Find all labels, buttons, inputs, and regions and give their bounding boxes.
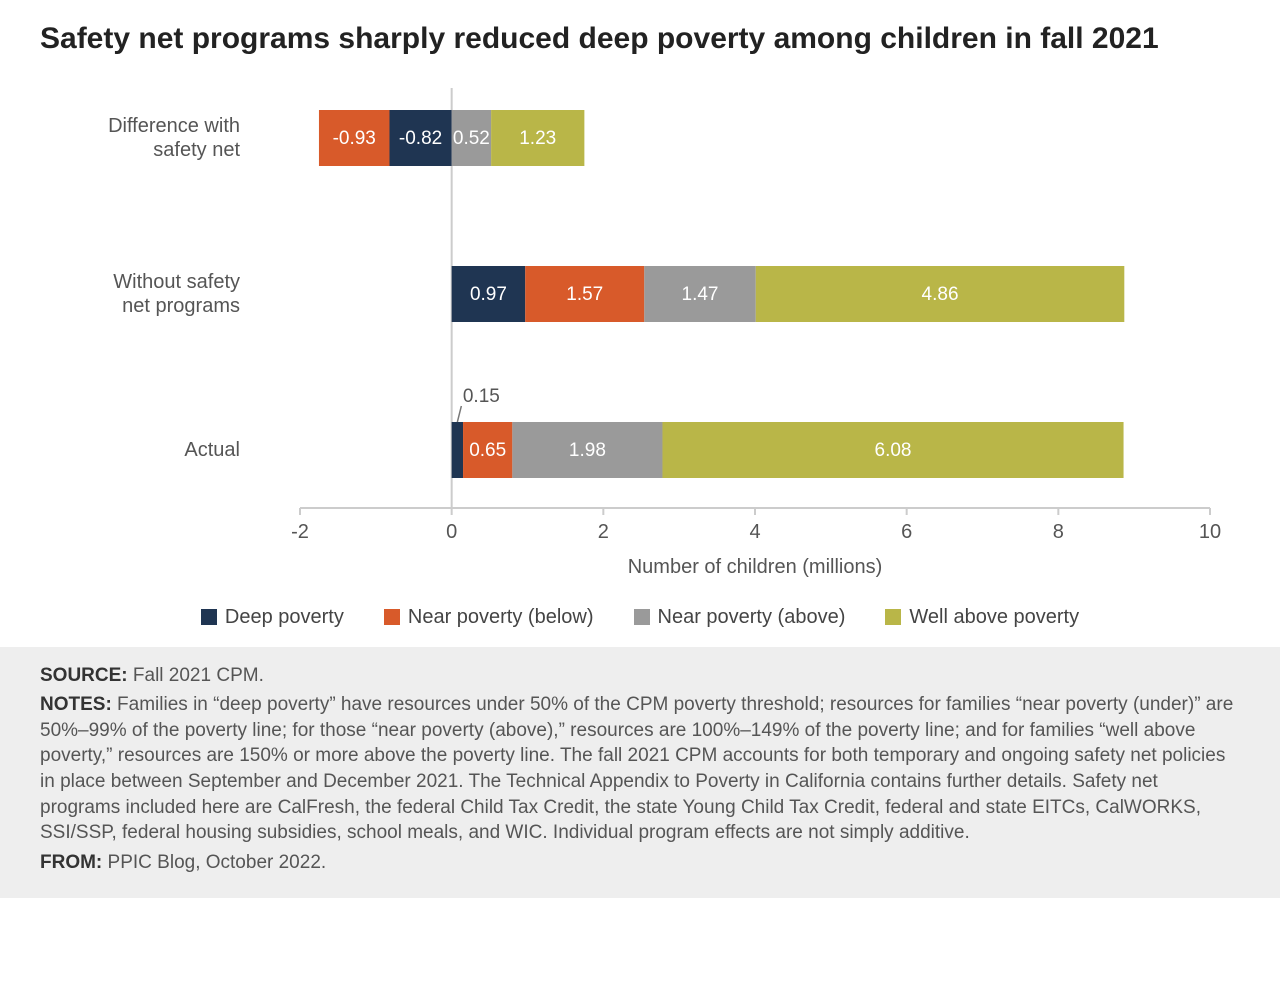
legend-item: Deep poverty: [201, 606, 344, 629]
legend-label: Deep poverty: [225, 606, 344, 629]
svg-text:8: 8: [1053, 521, 1064, 543]
svg-text:6: 6: [901, 521, 912, 543]
svg-text:-2: -2: [291, 521, 309, 543]
svg-text:0.15: 0.15: [463, 386, 500, 407]
chart-area: -2 0 2 4 6 8 10 Number of children (millions) Di…: [40, 78, 1240, 598]
svg-text:1.98: 1.98: [569, 440, 606, 461]
svg-text:10: 10: [1199, 521, 1221, 543]
from-text: PPIC Blog, October 2022.: [102, 852, 326, 873]
legend-swatch: [634, 609, 650, 625]
legend-item: Near poverty (above): [634, 606, 846, 629]
chart-title: Safety net programs sharply reduced deep…: [40, 20, 1240, 58]
svg-text:6.08: 6.08: [875, 440, 912, 461]
from-label: FROM:: [40, 852, 102, 873]
svg-text:Actual: Actual: [184, 439, 240, 461]
notes-label: NOTES:: [40, 694, 112, 715]
svg-text:0.65: 0.65: [469, 440, 506, 461]
legend-label: Near poverty (below): [408, 606, 594, 629]
notes-text: Families in “deep poverty” have resource…: [40, 694, 1233, 843]
svg-text:2: 2: [598, 521, 609, 543]
svg-text:Without safety: Without safety: [113, 271, 240, 293]
svg-text:0.97: 0.97: [470, 284, 507, 305]
legend: Deep poverty Near poverty (below) Near pov…: [40, 598, 1240, 647]
svg-text:-0.93: -0.93: [333, 128, 376, 149]
svg-text:0: 0: [446, 521, 457, 543]
legend-swatch: [384, 609, 400, 625]
svg-text:4: 4: [749, 521, 760, 543]
legend-item: Near poverty (below): [384, 606, 594, 629]
svg-text:-0.82: -0.82: [399, 128, 442, 149]
svg-text:safety net: safety net: [153, 139, 240, 161]
legend-label: Well above poverty: [909, 606, 1079, 629]
svg-text:1.47: 1.47: [682, 284, 719, 305]
source-text: Fall 2021 CPM.: [128, 665, 264, 686]
footer: SOURCE: Fall 2021 CPM. NOTES: Families i…: [0, 647, 1280, 898]
svg-text:Difference with: Difference with: [108, 115, 240, 137]
chart-svg: -2 0 2 4 6 8 10 Number of children (millions) Di…: [40, 78, 1240, 598]
svg-text:Number of children (millions): Number of children (millions): [628, 556, 883, 578]
svg-text:0.52: 0.52: [453, 128, 490, 149]
svg-text:4.86: 4.86: [922, 284, 959, 305]
legend-item: Well above poverty: [885, 606, 1079, 629]
svg-text:1.23: 1.23: [519, 128, 556, 149]
legend-label: Near poverty (above): [658, 606, 846, 629]
source-label: SOURCE:: [40, 665, 128, 686]
svg-text:1.57: 1.57: [566, 284, 603, 305]
legend-swatch: [201, 609, 217, 625]
legend-swatch: [885, 609, 901, 625]
svg-text:net programs: net programs: [122, 295, 240, 317]
